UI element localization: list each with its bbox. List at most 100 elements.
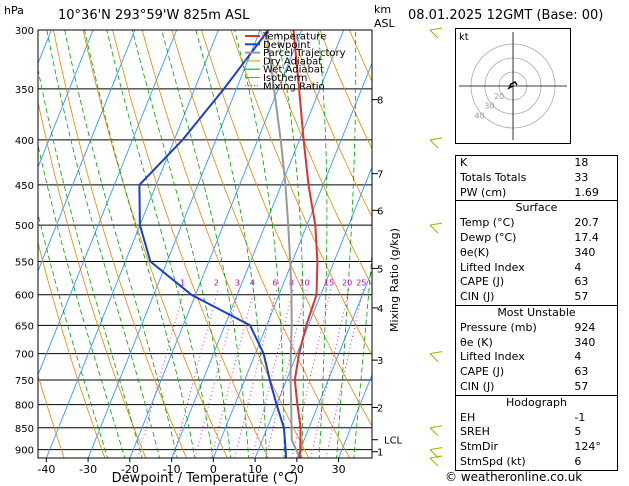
mixing-ratio-line [172, 288, 219, 458]
legend-item: Temperature [262, 32, 326, 43]
y-tick-label: 800 [15, 401, 34, 412]
mixing-ratio-label: 20 [342, 278, 352, 287]
stats-row: CIN (J) 57 [456, 290, 618, 305]
y-tick-label: 750 [15, 376, 34, 387]
isotherm [129, 30, 303, 458]
stats-label: θe(K) [460, 245, 490, 259]
stats-row: CAPE (J) 63 [456, 275, 618, 290]
x-tick-label: -30 [79, 463, 97, 476]
y-tick-label: 350 [15, 85, 34, 96]
isotherm [87, 30, 261, 458]
mixing-ratio-label: 15 [324, 278, 334, 287]
wind-barb-flag [429, 137, 443, 141]
wind-barb [429, 224, 439, 234]
km-tick-label: 3 [377, 356, 383, 367]
stats-value: 5 [574, 425, 582, 439]
legend-item: Dewpoint [263, 40, 311, 51]
stats-row: StmDir 124° [456, 440, 618, 455]
stats-row: θe (K) 340 [456, 336, 618, 351]
stats-value: 6 [574, 454, 582, 468]
x-axis-label: Dewpoint / Temperature (°C) [112, 471, 299, 486]
plot-frame [37, 29, 373, 459]
mixing-ratio-line [194, 288, 240, 458]
stats-row: Pressure (mb) 924 [456, 321, 618, 336]
stats-value: 340 [574, 335, 596, 349]
y-tick-label: 300 [15, 26, 34, 37]
stats-section-header: Most Unstable [455, 305, 618, 320]
dry-adiabat [201, 30, 372, 427]
mixing-ratio-label: 1 [180, 278, 185, 287]
stats-value: 63 [574, 365, 589, 379]
mixing-ratio-label: 4 [250, 278, 255, 287]
stats-label: Lifted Index [460, 350, 525, 364]
stats-label: θe (K) [460, 335, 493, 349]
stats-row: K 18 [456, 156, 618, 171]
stats-section-title: Hodograph [506, 395, 567, 409]
mixing-ratio-axis-label: Mixing Ratio (g/kg) [388, 228, 401, 332]
x-tick-label: 30 [332, 463, 346, 476]
stats-panel: K 18 Totals Totals 33 PW (cm) 1.69 Surface Temp… [455, 155, 618, 471]
legend-item: Wet Adiabat [263, 65, 324, 76]
stats-row: EH -1 [456, 411, 618, 426]
legend-item: Isotherm [263, 73, 307, 84]
y-tick-label: 450 [15, 181, 34, 192]
stats-value: -1 [574, 410, 586, 424]
wind-barb [429, 139, 439, 149]
dry-adiabat [38, 100, 147, 458]
y-tick-label: 600 [15, 291, 34, 302]
mixing-ratio-line [251, 288, 294, 458]
stats-row: StmSpd (kt) 6 [456, 455, 618, 470]
dry-adiabat [260, 30, 372, 287]
mixing-ratio-label: 10 [299, 278, 309, 287]
isotherm [38, 30, 94, 169]
dry-adiabat [38, 374, 65, 458]
x-tick-label: -20 [121, 463, 139, 476]
isotherm [38, 30, 136, 273]
dry-adiabat [38, 241, 106, 458]
stats-label: Dewp (°C) [460, 230, 517, 244]
stats-row: PW (cm) 1.69 [456, 186, 618, 201]
stats-value: 63 [574, 275, 589, 289]
mixing-ratio-line [137, 288, 185, 458]
stats-value: 124° [574, 440, 601, 454]
isotherm [38, 30, 178, 377]
stats-value: 17.4 [574, 230, 599, 244]
mixing-ratio-label: 25 [356, 278, 366, 287]
wind-barb [429, 457, 439, 467]
stats-value: 4 [574, 350, 582, 364]
stats-value: 340 [574, 245, 596, 259]
km-label: km [374, 3, 392, 16]
stats-row: CIN (J) 57 [456, 380, 618, 395]
hodograph-kt-label: kt [459, 32, 469, 43]
y-tick-label: 400 [15, 136, 34, 147]
parcel-trajectory-line [265, 30, 301, 458]
wet-adiabat [234, 30, 285, 458]
isotherm [0, 30, 10, 458]
y-tick-label: 550 [15, 258, 34, 269]
wet-adiabat [131, 30, 232, 458]
mixing-ratio-line [291, 288, 332, 458]
stats-section-title: Most Unstable [497, 305, 576, 319]
km-tick-label: 6 [377, 206, 383, 217]
y-tick-label: 850 [15, 424, 34, 435]
stats-value: 20.7 [574, 216, 599, 230]
hodograph-ring-label: 30 [484, 102, 494, 111]
km-tick-label: 4 [377, 304, 383, 315]
hodograph-ring-label: 40 [475, 111, 485, 120]
stats-label: CIN (J) [460, 290, 495, 304]
stats-label: CIN (J) [460, 379, 495, 393]
wet-adiabat [353, 249, 372, 458]
location-title: 10°36'N 293°59'W 825m ASL [58, 8, 250, 23]
stats-row: θe(K) 340 [456, 246, 618, 261]
isotherm [296, 269, 372, 458]
wind-barb-flag [429, 425, 443, 429]
stats-label: CAPE (J) [460, 365, 505, 379]
wet-adiabat [161, 30, 250, 458]
stats-section-header: Hodograph [455, 395, 618, 410]
isotherm [338, 373, 372, 458]
km-tick-label: 2 [377, 403, 383, 414]
dry-adiabat [112, 30, 269, 458]
stats-value: 924 [574, 320, 596, 334]
